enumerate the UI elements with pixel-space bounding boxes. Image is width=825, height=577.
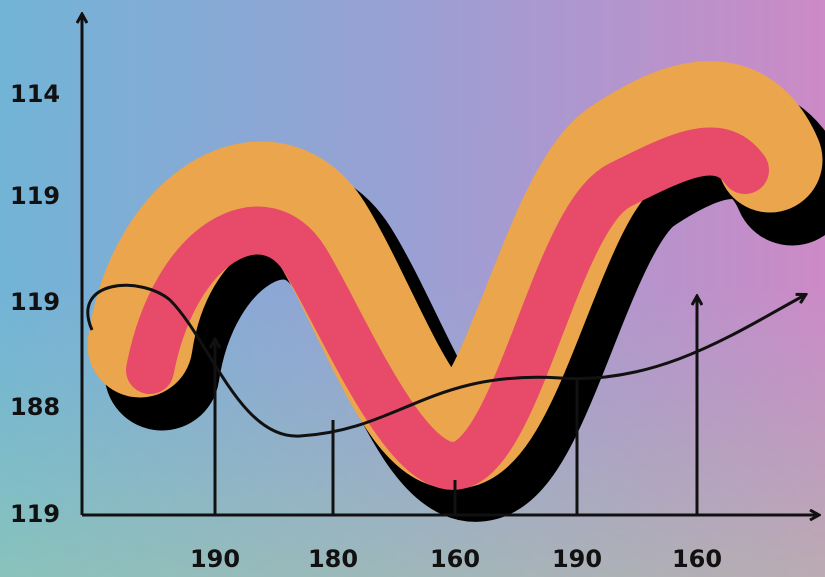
y-label: 188 (10, 393, 60, 421)
y-label: 119 (10, 500, 60, 528)
x-label: 190 (552, 545, 602, 573)
y-label: 119 (10, 288, 60, 316)
x-label: 160 (672, 545, 722, 573)
page: 114 119 119 188 119 190 180 160 190 160 … (0, 0, 825, 577)
y-label: 119 (10, 182, 60, 210)
x-label: 180 (308, 545, 358, 573)
y-label: 114 (10, 80, 60, 108)
illustration: 114 119 119 188 119 190 180 160 190 160 (0, 0, 825, 577)
x-label: 190 (190, 545, 240, 573)
x-label: 160 (430, 545, 480, 573)
